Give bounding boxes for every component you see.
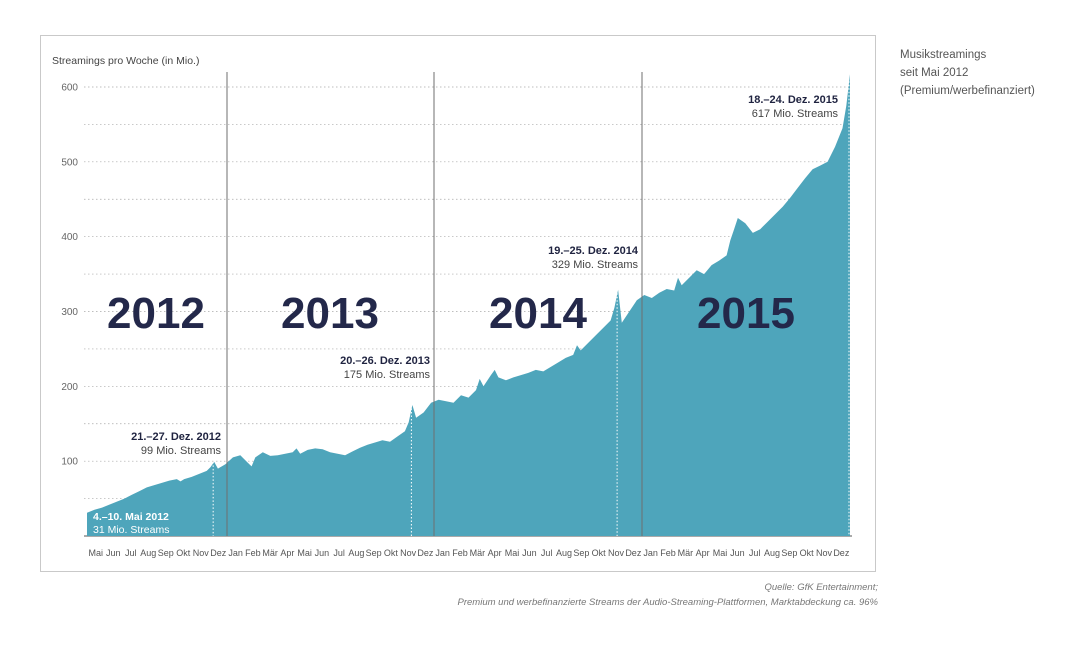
month-label: Mär [678, 548, 694, 558]
month-label: Mai [505, 548, 520, 558]
month-label: Okt [176, 548, 191, 558]
annotation-value: 31 Mio. Streams [93, 524, 169, 536]
side-title-line-1: Musikstreamings [900, 49, 987, 61]
month-label: Jun [315, 548, 330, 558]
month-label: Jan [643, 548, 658, 558]
annotation-date: 19.–25. Dez. 2014 [548, 245, 639, 257]
month-label: Feb [660, 548, 676, 558]
month-label: Aug [764, 548, 780, 558]
annotation-value: 329 Mio. Streams [552, 259, 639, 271]
y-tick-label: 300 [61, 307, 78, 318]
month-label: Jan [228, 548, 243, 558]
month-label: Apr [696, 548, 710, 558]
month-label: Jul [749, 548, 761, 558]
annotation-value: 175 Mio. Streams [344, 369, 431, 381]
month-label: Sep [573, 548, 589, 558]
month-label: Jul [333, 548, 345, 558]
month-label: Sep [158, 548, 174, 558]
side-title: Musikstreamings seit Mai 2012 (Premium/w… [900, 46, 1035, 100]
month-label: Okt [592, 548, 607, 558]
month-label: Apr [488, 548, 502, 558]
month-label: Okt [800, 548, 815, 558]
month-label: Dez [625, 548, 642, 558]
y-tick-label: 600 [61, 83, 78, 94]
month-label: Jun [106, 548, 121, 558]
year-label-2012: 2012 [107, 289, 205, 338]
y-tick-label: 100 [61, 457, 78, 468]
month-label: Apr [280, 548, 294, 558]
month-label: Jul [541, 548, 553, 558]
annotation-date: 18.–24. Dez. 2015 [748, 94, 838, 106]
source-note: Quelle: GfK Entertainment; Premium und w… [458, 580, 878, 610]
annotation-value: 99 Mio. Streams [141, 445, 222, 457]
month-label: Aug [556, 548, 572, 558]
y-axis-label: Streamings pro Woche (in Mio.) [52, 55, 199, 67]
month-label: Jun [730, 548, 745, 558]
month-label: Jan [435, 548, 450, 558]
month-label: Sep [366, 548, 382, 558]
month-label: Dez [210, 548, 227, 558]
month-label: Jul [125, 548, 137, 558]
month-label: Dez [417, 548, 434, 558]
month-label: Aug [348, 548, 364, 558]
month-label: Sep [781, 548, 797, 558]
month-label: Dez [833, 548, 850, 558]
month-label: Nov [816, 548, 833, 558]
month-label: Nov [608, 548, 625, 558]
month-label: Mai [88, 548, 103, 558]
annotation-value: 617 Mio. Streams [752, 108, 839, 120]
side-title-line-2: seit Mai 2012 [900, 67, 969, 79]
month-label: Nov [193, 548, 210, 558]
annotation-date: 21.–27. Dez. 2012 [131, 431, 221, 443]
month-label: Jun [522, 548, 537, 558]
y-tick-label: 200 [61, 382, 78, 393]
month-label: Mai [297, 548, 312, 558]
month-label: Mär [470, 548, 486, 558]
y-tick-label: 500 [61, 157, 78, 168]
year-label-2015: 2015 [697, 289, 795, 338]
year-label-2014: 2014 [489, 289, 587, 338]
streams-area [87, 74, 850, 537]
month-label: Nov [400, 548, 417, 558]
source-line-1: Quelle: GfK Entertainment; [764, 582, 878, 593]
y-tick-label: 400 [61, 232, 78, 243]
annotation-date: 4.–10. Mai 2012 [93, 511, 169, 523]
month-label: Okt [384, 548, 399, 558]
month-label: Feb [245, 548, 261, 558]
source-line-2: Premium und werbefinanzierte Streams der… [457, 597, 878, 608]
chart-frame [40, 35, 876, 572]
side-title-line-3: (Premium/werbefinanziert) [900, 85, 1035, 97]
month-label: Mai [713, 548, 728, 558]
month-label: Aug [140, 548, 156, 558]
year-label-2013: 2013 [281, 289, 379, 338]
annotation-date: 20.–26. Dez. 2013 [340, 355, 430, 367]
month-label: Mär [262, 548, 278, 558]
month-label: Feb [452, 548, 468, 558]
